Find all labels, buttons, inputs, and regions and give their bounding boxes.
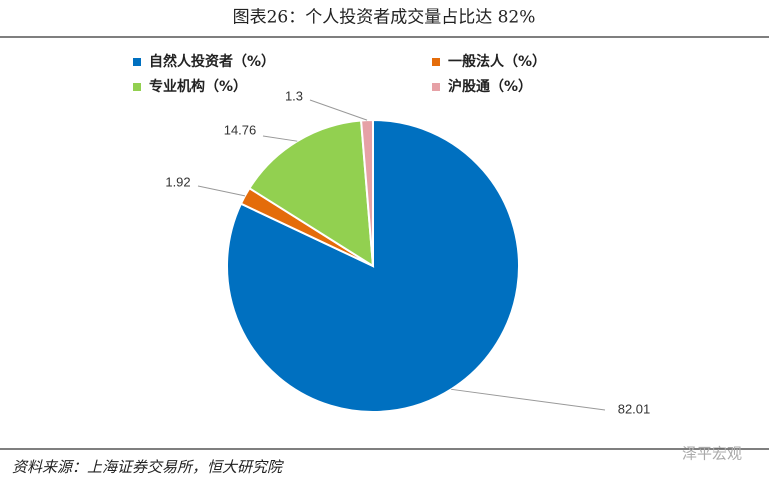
legend-marker — [133, 58, 141, 66]
legend-label: 专业机构（%） — [149, 78, 247, 95]
data-label: 1.3 — [285, 88, 303, 103]
data-label: 1.92 — [165, 174, 190, 189]
leader-line — [262, 135, 298, 142]
legend-label: 一般法人（%） — [448, 53, 546, 70]
pie-slice — [360, 118, 374, 267]
leader-line — [309, 99, 368, 121]
leader-line — [451, 388, 606, 411]
data-label: 82.01 — [618, 401, 651, 416]
legend-marker — [133, 83, 141, 91]
legend-marker — [432, 83, 440, 91]
watermark: 泽平宏观 — [682, 445, 742, 463]
data-label: 14.76 — [224, 122, 257, 137]
legend-label: 自然人投资者（%） — [149, 53, 275, 70]
pie-slice — [248, 119, 375, 268]
chart-title: 图表26：个人投资者成交量占比达 82% — [233, 8, 536, 28]
legend-label: 沪股通（%） — [448, 78, 532, 95]
source: 资料来源：上海证券交易所，恒大研究院 — [12, 458, 284, 476]
leader-line — [197, 185, 246, 197]
legend-marker — [432, 58, 440, 66]
